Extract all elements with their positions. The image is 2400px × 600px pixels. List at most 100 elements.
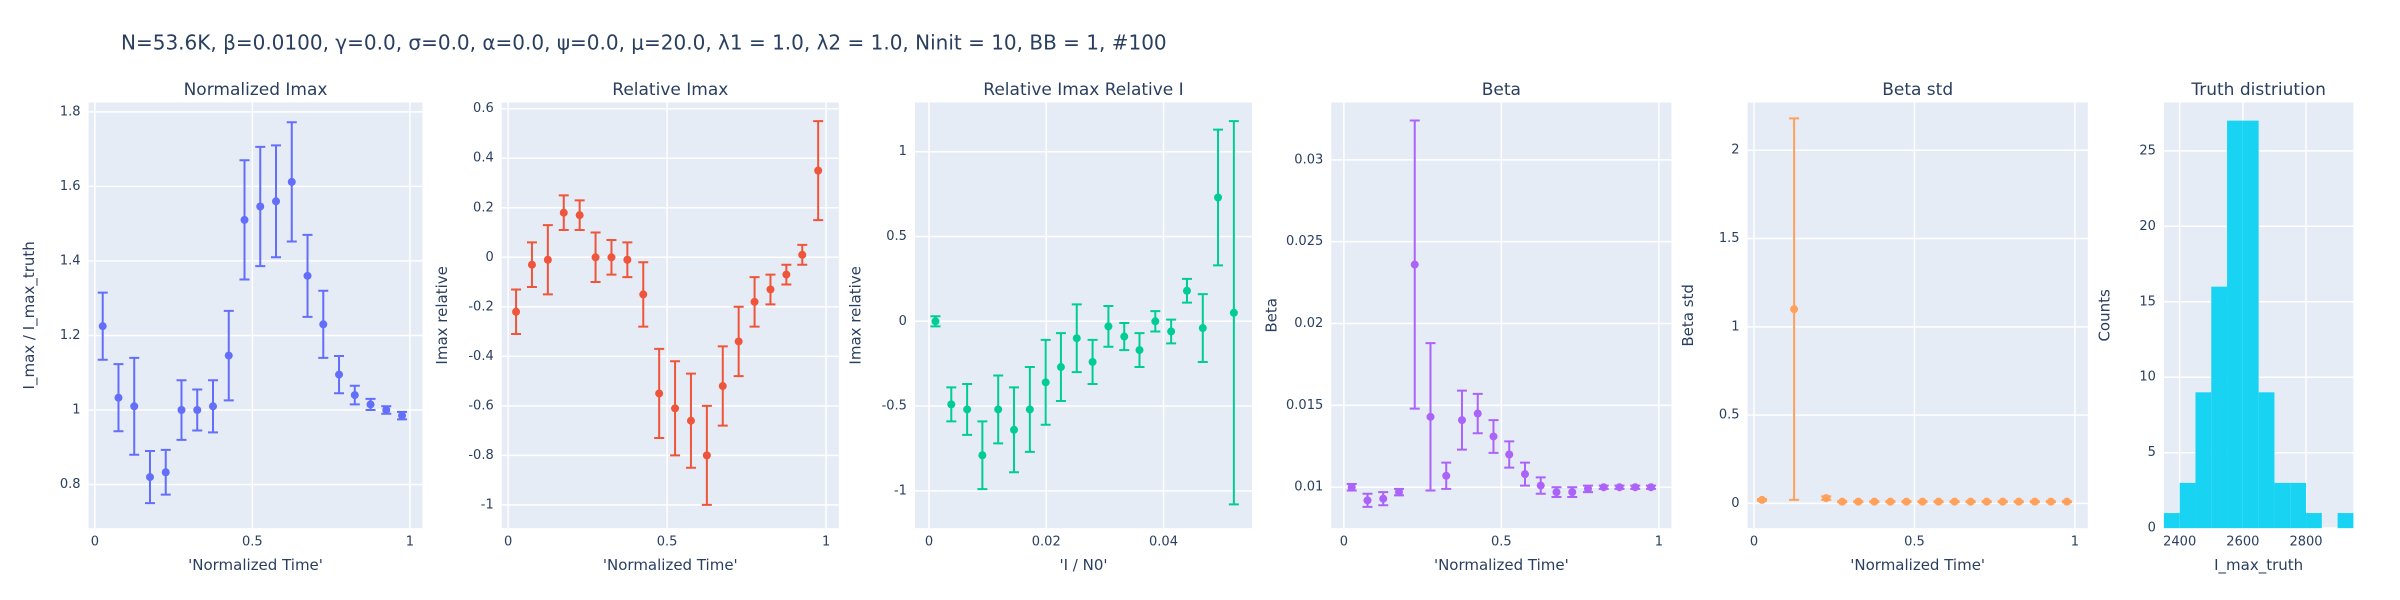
y-tick-label: 0.5 xyxy=(886,229,907,244)
y-axis-label: Beta xyxy=(1263,298,1281,333)
data-point xyxy=(1822,494,1831,503)
data-point xyxy=(1229,308,1238,317)
y-tick-label: 0.015 xyxy=(1286,398,1323,413)
data-point xyxy=(1552,488,1561,497)
data-point xyxy=(1520,470,1529,479)
plot-background xyxy=(914,102,1253,529)
y-tick-label: 1 xyxy=(72,403,80,418)
data-point xyxy=(559,208,568,217)
y-tick-label: 0.2 xyxy=(473,200,494,215)
y-tick-label: 20 xyxy=(2139,219,2156,234)
x-tick-label: 2600 xyxy=(2226,535,2259,550)
data-point xyxy=(256,202,265,211)
data-point xyxy=(1135,346,1144,355)
x-tick-label: 0.04 xyxy=(1149,535,1178,550)
data-point xyxy=(1790,305,1799,314)
data-point xyxy=(1457,416,1466,425)
data-point xyxy=(272,197,281,206)
y-tick-label: 0.03 xyxy=(1294,152,1323,167)
data-point xyxy=(1631,483,1640,492)
y-tick-label: 10 xyxy=(2139,370,2156,385)
data-point xyxy=(1010,425,1019,434)
x-tick-label: 0 xyxy=(91,535,99,550)
x-tick-label: 0.02 xyxy=(1032,535,1061,550)
x-tick-label: 1 xyxy=(2071,535,2079,550)
data-point xyxy=(1379,494,1388,503)
y-tick-label: 1.6 xyxy=(60,179,81,194)
x-tick-label: 0 xyxy=(1340,535,1348,550)
histogram-bar xyxy=(2195,392,2212,529)
data-point xyxy=(114,393,123,402)
data-point xyxy=(575,211,584,220)
data-point xyxy=(1489,432,1498,441)
data-point xyxy=(1072,334,1081,343)
data-point xyxy=(1056,363,1065,372)
histogram-bar xyxy=(2258,392,2275,529)
y-tick-label: 0.6 xyxy=(473,101,494,116)
data-point xyxy=(1473,409,1482,418)
data-point xyxy=(1870,497,1879,506)
data-point xyxy=(1599,483,1608,492)
y-tick-label: 0 xyxy=(2148,521,2156,536)
x-tick-label: 0.5 xyxy=(242,535,263,550)
y-tick-label: 1 xyxy=(1731,319,1739,334)
data-point xyxy=(1902,497,1911,506)
plot-background xyxy=(1747,102,2088,529)
data-point xyxy=(1950,497,1959,506)
plot-background xyxy=(88,102,423,529)
data-point xyxy=(1214,193,1223,202)
subplot-title: Normalized Imax xyxy=(184,80,328,100)
data-point xyxy=(931,317,940,326)
data-point xyxy=(1426,412,1435,421)
subplot-title: Relative Imax Relative I xyxy=(983,80,1183,100)
data-point xyxy=(1854,497,1863,506)
data-point xyxy=(978,451,987,460)
data-point xyxy=(750,297,759,306)
data-point xyxy=(671,404,680,413)
data-point xyxy=(224,351,233,360)
data-point xyxy=(1886,497,1895,506)
data-point xyxy=(319,320,328,329)
histogram-bar xyxy=(2227,120,2243,529)
data-point xyxy=(1583,484,1592,493)
data-point xyxy=(814,166,823,175)
y-tick-label: 0.01 xyxy=(1294,480,1323,495)
y-tick-label: 15 xyxy=(2139,294,2156,309)
data-point xyxy=(623,255,632,264)
data-point xyxy=(1347,483,1356,492)
data-point xyxy=(145,473,154,482)
y-tick-label: 1.5 xyxy=(1719,231,1740,246)
y-tick-label: 0.02 xyxy=(1294,316,1323,331)
data-point xyxy=(1041,378,1050,387)
data-point xyxy=(398,411,407,420)
x-axis-label: 'I / N0' xyxy=(1059,556,1107,574)
data-point xyxy=(639,290,648,299)
plot-background xyxy=(501,102,839,529)
x-tick-label: 1 xyxy=(822,535,830,550)
data-point xyxy=(994,405,1003,414)
y-tick-label: 25 xyxy=(2139,143,2156,158)
y-axis-label: Beta std xyxy=(1679,284,1697,347)
data-point xyxy=(686,416,695,425)
data-point xyxy=(1998,497,2007,506)
y-tick-label: 0.5 xyxy=(1719,408,1740,423)
y-tick-label: -1 xyxy=(894,483,907,498)
x-axis-label: 'Normalized Time' xyxy=(1850,556,1985,574)
data-point xyxy=(963,405,972,414)
x-axis-label: I_max_truth xyxy=(2214,556,2303,575)
data-point xyxy=(1568,488,1577,497)
data-point xyxy=(1104,322,1113,331)
y-tick-label: -0.4 xyxy=(468,349,493,364)
y-tick-label: 5 xyxy=(2148,445,2156,460)
histogram-bar xyxy=(2337,513,2354,529)
y-tick-label: 1.4 xyxy=(60,253,81,268)
data-point xyxy=(734,337,743,346)
y-tick-label: -0.6 xyxy=(468,398,493,413)
x-tick-label: 0.5 xyxy=(1904,535,1925,550)
data-point xyxy=(98,322,107,331)
data-point xyxy=(1167,327,1176,336)
data-point xyxy=(382,406,391,415)
data-point xyxy=(1120,332,1129,341)
x-tick-label: 0 xyxy=(1750,535,1758,550)
